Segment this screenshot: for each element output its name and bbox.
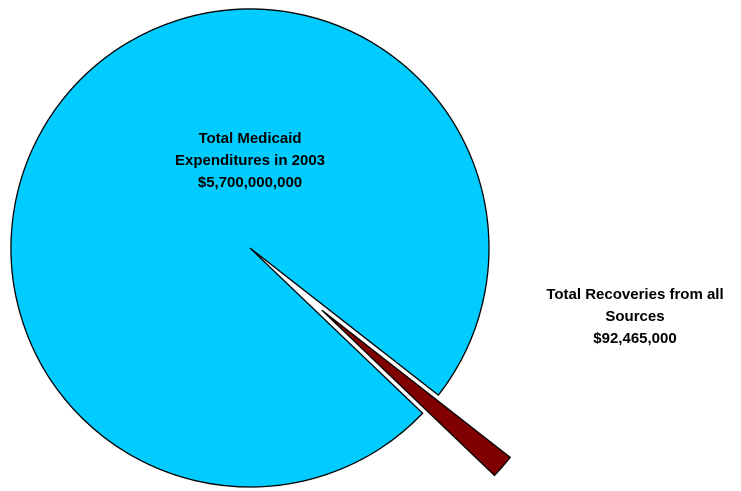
pie-slice-expenditures (10, 8, 490, 488)
slice-label-recoveries: Total Recoveries from all Sources $92,46… (515, 284, 741, 350)
slice-label-line: Total Medicaid (198, 130, 302, 147)
slice-label-value: $5,700,000,000 (197, 174, 303, 191)
slice-label-value: $92,465,000 (593, 330, 677, 347)
slice-label-line: Total Recoveries from all (546, 286, 724, 303)
slice-label-expenditures: Total Medicaid Expenditures in 2003 $5,7… (130, 128, 370, 194)
slice-label-line: Expenditures in 2003 (174, 152, 326, 169)
slice-label-line: Sources (605, 308, 665, 325)
pie-slice-recoveries (321, 309, 512, 477)
